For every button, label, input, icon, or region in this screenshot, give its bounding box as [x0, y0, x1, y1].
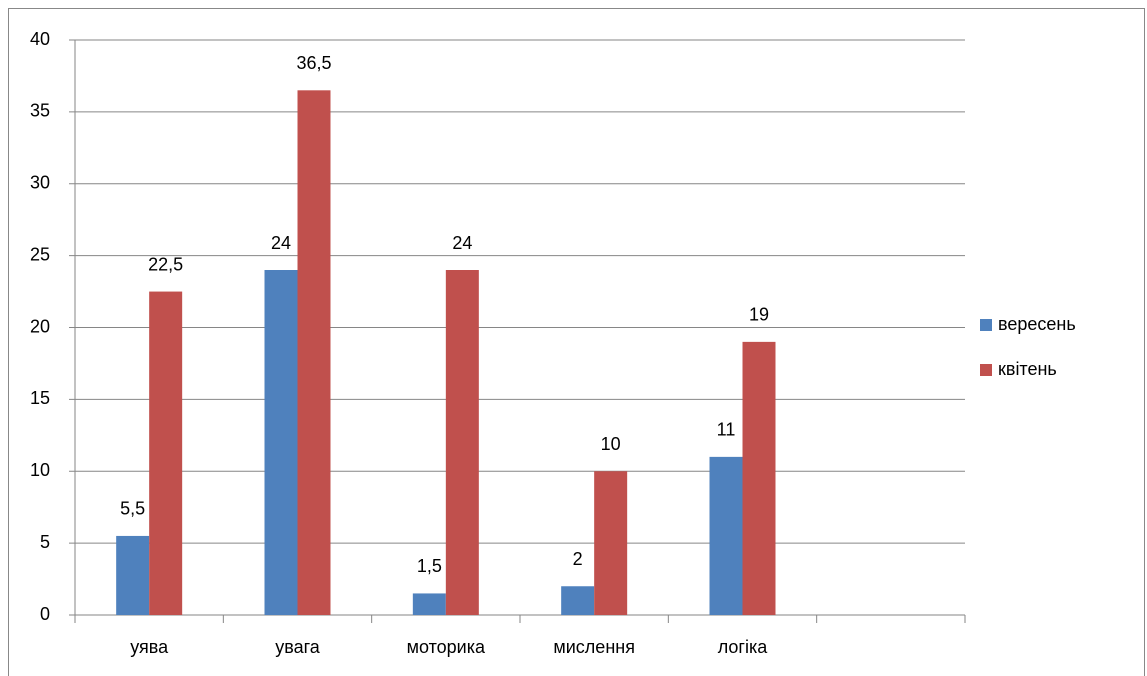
value-label: 24 — [271, 233, 291, 253]
bar — [561, 586, 595, 615]
legend-swatch — [980, 364, 992, 376]
legend-label: квітень — [998, 359, 1057, 379]
bar — [116, 535, 150, 615]
bar — [709, 456, 743, 615]
x-tick-label: уява — [130, 637, 169, 657]
y-tick-label: 30 — [30, 173, 50, 193]
value-label: 24 — [452, 233, 472, 253]
y-tick-label: 10 — [30, 460, 50, 480]
y-tick-label: 5 — [40, 532, 50, 552]
bar — [264, 270, 298, 615]
value-label: 5,5 — [120, 499, 145, 519]
value-label: 2 — [573, 549, 583, 569]
legend-label: вересень — [998, 314, 1076, 334]
bar — [742, 341, 776, 615]
x-tick-label: увага — [275, 637, 321, 657]
y-tick-label: 0 — [40, 604, 50, 624]
bar — [149, 291, 183, 615]
y-tick-label: 15 — [30, 388, 50, 408]
y-tick-label: 35 — [30, 101, 50, 121]
bar — [297, 90, 331, 615]
value-label: 1,5 — [417, 556, 442, 576]
value-label: 36,5 — [296, 53, 331, 73]
value-label: 19 — [749, 305, 769, 325]
legend-swatch — [980, 319, 992, 331]
y-tick-label: 20 — [30, 316, 50, 336]
x-tick-label: мислення — [553, 637, 635, 657]
x-tick-label: моторика — [407, 637, 486, 657]
bar — [594, 471, 628, 615]
y-tick-label: 25 — [30, 244, 50, 264]
value-label: 11 — [717, 420, 736, 440]
y-tick-label: 40 — [30, 29, 50, 49]
chart-border — [8, 8, 1145, 676]
value-label: 10 — [601, 434, 621, 454]
value-label: 22,5 — [148, 254, 183, 274]
bar — [445, 270, 479, 615]
bar — [412, 593, 446, 615]
x-tick-label: логіка — [718, 637, 769, 657]
